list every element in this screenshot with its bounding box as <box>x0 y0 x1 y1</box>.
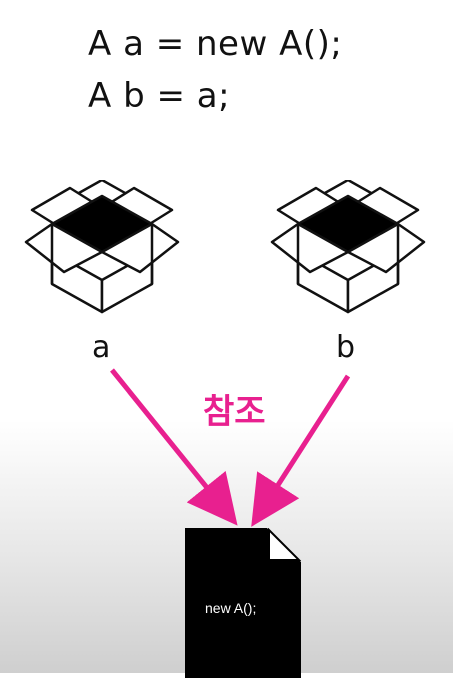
box-b-icon <box>270 180 426 314</box>
reference-label: 참조 <box>203 392 266 432</box>
variable-b-label: b <box>336 330 356 365</box>
arrow-b-to-object <box>251 374 351 527</box>
object-document-icon <box>185 528 301 678</box>
box-a-icon <box>24 180 180 314</box>
code-line-2: A b = a; <box>88 76 231 116</box>
code-snippet: A a = new A(); A b = a; <box>88 18 342 122</box>
object-label: new A(); <box>205 600 257 616</box>
arrow-a-to-object <box>110 368 238 526</box>
variable-a-label: a <box>92 330 111 365</box>
code-line-1: A a = new A(); <box>88 24 343 64</box>
